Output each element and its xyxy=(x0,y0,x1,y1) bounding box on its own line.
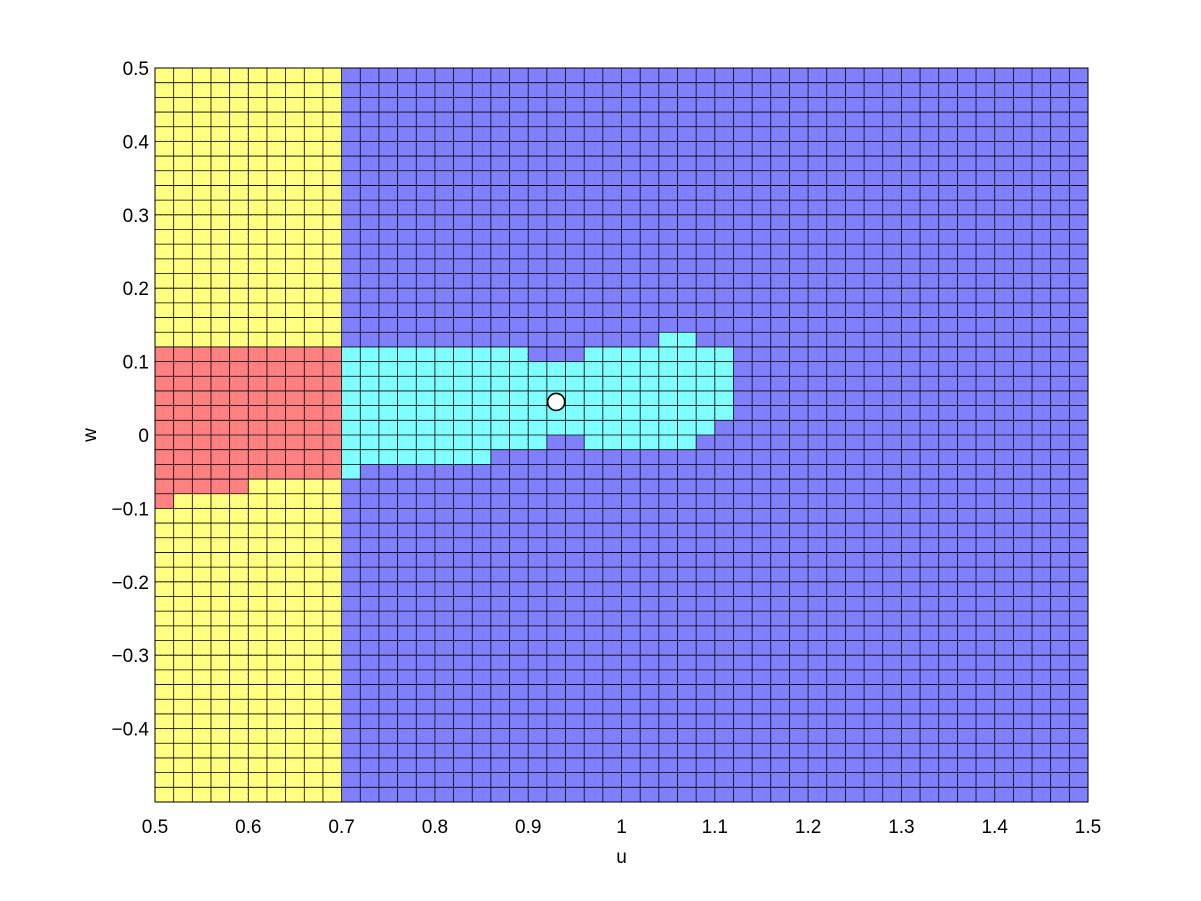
region-cyan xyxy=(341,346,361,480)
y-tick-label: −0.2 xyxy=(111,573,149,594)
y-tick-label: 0.3 xyxy=(123,206,149,227)
x-tick-label: 1 xyxy=(616,817,627,838)
y-tick-label: −0.4 xyxy=(111,720,149,741)
region-red xyxy=(248,346,342,480)
y-tick-label: 0 xyxy=(138,426,149,447)
y-tick-label: 0.2 xyxy=(123,279,149,300)
x-tick-label: 1.5 xyxy=(1075,817,1101,838)
axes: 0.5 0.6 0.7 0.8 0.9 1 1.1 1.2 1.3 1.4 1.5 −0.4 −0.3 −… xyxy=(80,59,1101,868)
x-tick-label: 0.5 xyxy=(142,817,168,838)
x-tick-label: 0.9 xyxy=(515,817,541,838)
data-point xyxy=(546,392,566,412)
x-tick-label: 1.4 xyxy=(981,817,1008,838)
x-tick-label: 0.8 xyxy=(422,817,448,838)
y-axis-label: w xyxy=(80,428,101,443)
region-red xyxy=(155,346,174,509)
region-cyan xyxy=(714,346,734,421)
plot-area xyxy=(154,67,1089,803)
x-tick-label: 1.1 xyxy=(702,817,728,838)
axes-frame xyxy=(154,67,1089,803)
y-tick-label: 0.4 xyxy=(123,132,150,153)
x-tick-label: 0.7 xyxy=(328,817,354,838)
y-tick-label: 0.5 xyxy=(123,59,149,80)
x-axis-label: u xyxy=(616,847,627,868)
x-tick-label: 0.6 xyxy=(235,817,261,838)
y-tick-label: −0.1 xyxy=(111,499,149,520)
x-tick-label: 1.2 xyxy=(795,817,821,838)
y-tick-label: −0.3 xyxy=(111,646,149,667)
y-tick-label: 0.1 xyxy=(123,353,149,374)
x-tick-label: 1.3 xyxy=(888,817,914,838)
